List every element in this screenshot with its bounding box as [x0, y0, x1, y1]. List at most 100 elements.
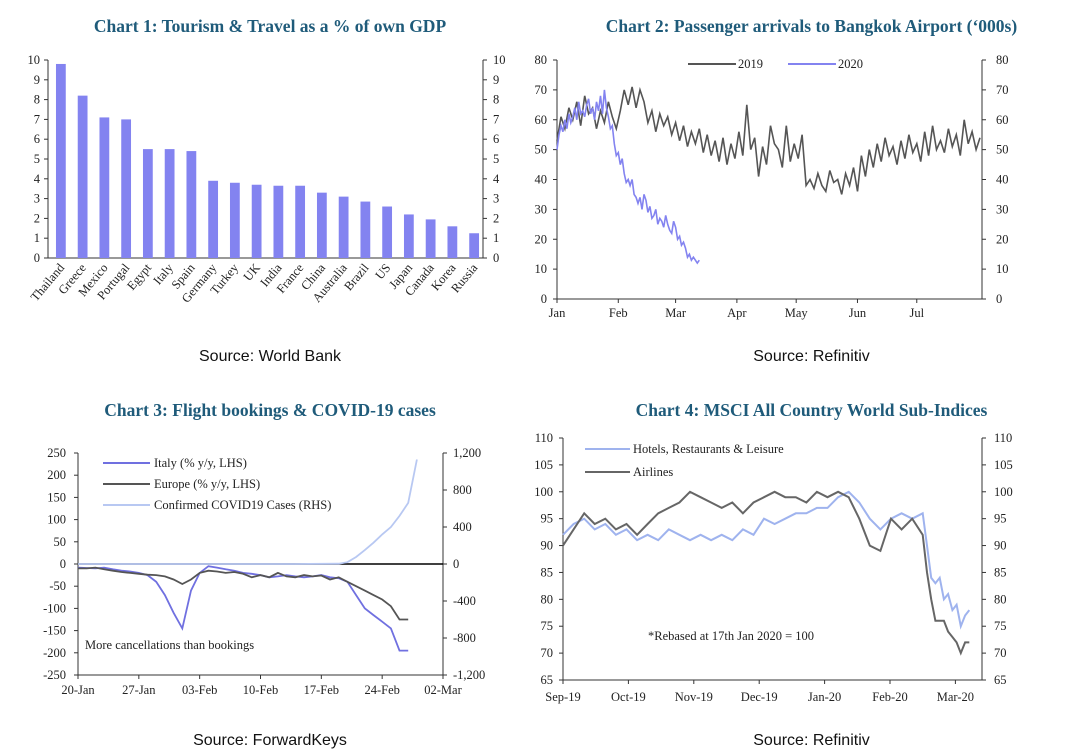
chart4-ytick-label-right: 100 [994, 485, 1013, 499]
chart1-bar [403, 214, 414, 258]
chart1-ytick-label-left: 2 [34, 211, 40, 225]
chart2-legend-label: 2020 [838, 57, 863, 71]
chart4-ytick-label-left: 80 [541, 592, 554, 606]
chart4-svg: 65 65 70 70 75 75 80 80 85 85 90 90 95 95 100 100 105 105… [534, 431, 1013, 704]
chart4-ytick-label-left: 110 [535, 431, 553, 445]
chart3-panel: Chart 3: Flight bookings & COVID-19 case… [0, 378, 540, 756]
chart4-ytick-label-right: 85 [994, 565, 1007, 579]
chart2-ytick-label-right: 0 [996, 292, 1002, 306]
chart1-ytick-label-left: 5 [34, 152, 40, 166]
chart3-ytick-label-left: -100 [43, 601, 66, 615]
chart1-bar [229, 182, 240, 258]
chart1-panel: Chart 1: Tourism & Travel as a % of own … [0, 0, 540, 378]
chart3-ytick-label-left: 100 [47, 513, 66, 527]
chart2-ytick-label-right: 40 [996, 173, 1009, 187]
chart3-ytick-label-right: -800 [453, 631, 476, 645]
chart3-xtick-label: 10-Feb [243, 683, 278, 697]
chart4-xtick-label: Feb-20 [872, 690, 907, 704]
chart2-source: Source: Refinitiv [753, 348, 870, 365]
chart1-ytick-label-left: 4 [34, 172, 41, 186]
chart1-title: Chart 1: Tourism & Travel as a % of own … [93, 16, 447, 36]
chart2-ytick-label-right: 60 [996, 113, 1009, 127]
chart4-panel: Chart 4: MSCI All Country World Sub-Indi… [534, 378, 1083, 756]
chart1-ytick-label-right: 0 [493, 251, 499, 265]
chart4-ytick-label-left: 100 [534, 485, 553, 499]
chart4-legend-label: Airlines [633, 465, 673, 479]
chart3-series-line [78, 459, 418, 565]
chart1-source: Source: World Bank [199, 348, 341, 365]
chart2-ytick-label-left: 50 [535, 143, 548, 157]
chart3-ytick-label-right: 800 [453, 483, 472, 497]
chart3-svg: -250 -200 -150 -100 -50 0 50 100 150 200 250 -1,200… [43, 446, 485, 697]
chart4-source: Source: Refinitiv [753, 732, 870, 749]
chart3-xtick-label: 17-Feb [304, 683, 339, 697]
chart4-ytick-label-left: 65 [541, 673, 554, 687]
chart1-ytick-label-right: 1 [493, 231, 499, 245]
chart3-ytick-label-right: 1,200 [453, 446, 481, 460]
chart2-series-line-2019 [556, 86, 981, 195]
chart2-ytick-label-right: 70 [996, 83, 1009, 97]
chart3-xtick-label: 03-Feb [182, 683, 217, 697]
chart2-xtick-label: Jan [549, 306, 566, 320]
chart2-ytick-label-left: 40 [535, 173, 548, 187]
chart1-bar [251, 184, 262, 258]
chart3-ytick-label-left: 150 [47, 490, 66, 504]
chart3-ytick-label-left: 200 [47, 468, 66, 482]
chart1-ytick-label-right: 3 [493, 192, 499, 206]
chart1-bar [99, 117, 110, 258]
chart4-xtick-label: Oct-19 [611, 690, 646, 704]
chart2-ytick-label-left: 60 [535, 113, 548, 127]
chart2-ytick-label-right: 10 [996, 262, 1009, 276]
chart4-ytick-label-left: 90 [541, 539, 554, 553]
chart1-ytick-label-left: 9 [34, 73, 40, 87]
chart3-xtick-label: 27-Jan [122, 683, 156, 697]
chart1-bar [142, 149, 153, 258]
chart1-bar [469, 233, 480, 258]
chart1-bar [382, 206, 393, 258]
chart1-ytick-label-right: 8 [493, 93, 499, 107]
chart3-ytick-label-right: 0 [453, 557, 459, 571]
chart1-ytick-label-right: 9 [493, 73, 499, 87]
chart2-ytick-label-left: 70 [535, 83, 548, 97]
chart3-ytick-label-right: -400 [453, 594, 476, 608]
chart4-title: Chart 4: MSCI All Country World Sub-Indi… [635, 400, 988, 420]
chart4-ytick-label-right: 105 [994, 458, 1013, 472]
chart1-ytick-label-left: 6 [34, 132, 40, 146]
chart3-series-line [78, 566, 409, 621]
chart3-title: Chart 3: Flight bookings & COVID-19 case… [104, 400, 436, 420]
chart3-ytick-label-left: 250 [47, 446, 66, 460]
chart2-ytick-label-left: 80 [535, 53, 548, 67]
chart3-ytick-label-left: -150 [43, 624, 66, 638]
chart4-xtick-label: Nov-19 [675, 690, 713, 704]
chart4-xtick-label: Dec-19 [741, 690, 778, 704]
chart3-ytick-label-right: -1,200 [453, 668, 485, 682]
chart4-ytick-label-right: 90 [994, 539, 1007, 553]
chart2-title: Chart 2: Passenger arrivals to Bangkok A… [605, 16, 1018, 36]
chart4-ytick-label-left: 95 [541, 512, 554, 526]
chart3-ytick-label-left: -50 [49, 579, 66, 593]
chart3-legend-label: Italy (% y/y, LHS) [154, 456, 247, 470]
chart2-ytick-label-right: 20 [996, 232, 1009, 246]
chart1-ytick-label-left: 0 [34, 251, 40, 265]
chart1-xtick-label: Brazil [341, 261, 372, 294]
chart1-bar [295, 185, 306, 258]
chart2-xtick-label: Jun [849, 306, 867, 320]
chart3-ytick-label-left: 50 [54, 535, 67, 549]
chart3-legend-label: Europe (% y/y, LHS) [154, 477, 260, 491]
chart2-ytick-label-left: 30 [535, 202, 548, 216]
chart3-xtick-label: 02-Mar [424, 683, 462, 697]
chart1-bar [425, 219, 436, 258]
chart1-bar [316, 192, 327, 258]
chart3-legend-label: Confirmed COVID19 Cases (RHS) [154, 498, 331, 512]
chart3-ytick-label-left: -250 [43, 668, 66, 682]
chart4-ytick-label-right: 110 [994, 431, 1012, 445]
chart2-xtick-label: Mar [665, 306, 687, 320]
chart1-ytick-label-right: 2 [493, 211, 499, 225]
chart4-series-line [562, 490, 970, 656]
chart1-ytick-label-left: 8 [34, 93, 40, 107]
chart1-ytick-label-right: 7 [493, 112, 499, 126]
chart2-xtick-label: Feb [609, 306, 628, 320]
chart2-ytick-label-left: 10 [535, 262, 548, 276]
chart4-ytick-label-left: 70 [541, 646, 554, 660]
